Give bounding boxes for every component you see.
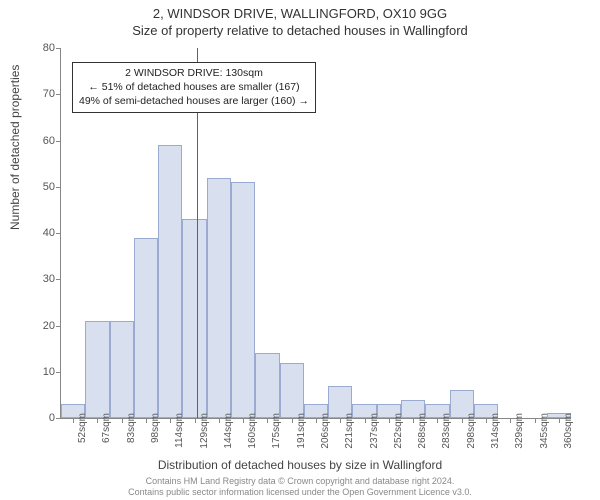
x-tick-mark xyxy=(267,418,268,423)
chart-title-block: 2, WINDSOR DRIVE, WALLINGFORD, OX10 9GG … xyxy=(0,0,600,38)
y-tick-mark xyxy=(56,187,61,188)
x-tick-label: 114sqm xyxy=(174,413,185,448)
x-tick-mark xyxy=(243,418,244,423)
x-tick-mark xyxy=(535,418,536,423)
x-tick-mark xyxy=(73,418,74,423)
x-tick-mark xyxy=(170,418,171,423)
histogram-bar xyxy=(231,182,255,418)
x-tick-mark xyxy=(462,418,463,423)
histogram-bar xyxy=(158,145,182,418)
x-tick-mark xyxy=(146,418,147,423)
x-tick-label: 360sqm xyxy=(563,413,574,449)
y-tick-label: 30 xyxy=(27,273,55,285)
footer-line1: Contains HM Land Registry data © Crown c… xyxy=(0,476,600,487)
histogram-bar xyxy=(85,321,109,418)
y-tick-mark xyxy=(56,279,61,280)
y-tick-mark xyxy=(56,233,61,234)
x-tick-label: 252sqm xyxy=(393,413,404,449)
title-line1: 2, WINDSOR DRIVE, WALLINGFORD, OX10 9GG xyxy=(0,6,600,21)
y-tick-mark xyxy=(56,94,61,95)
y-tick-mark xyxy=(56,141,61,142)
x-tick-mark xyxy=(365,418,366,423)
histogram-bar xyxy=(255,353,279,418)
x-tick-mark xyxy=(486,418,487,423)
annotation-line1: 2 WINDSOR DRIVE: 130sqm xyxy=(79,66,309,80)
title-line2: Size of property relative to detached ho… xyxy=(0,23,600,38)
x-tick-label: 221sqm xyxy=(344,413,355,449)
y-axis-label: Number of detached properties xyxy=(8,65,22,230)
x-tick-mark xyxy=(413,418,414,423)
footer-line2: Contains public sector information licen… xyxy=(0,487,600,498)
y-tick-label: 50 xyxy=(27,181,55,193)
x-tick-label: 268sqm xyxy=(417,413,428,449)
x-tick-label: 175sqm xyxy=(271,413,282,449)
annotation-line3: 49% of semi-detached houses are larger (… xyxy=(79,94,309,108)
y-tick-mark xyxy=(56,418,61,419)
x-tick-label: 298sqm xyxy=(466,413,477,449)
y-tick-label: 20 xyxy=(27,320,55,332)
histogram-bar xyxy=(280,363,304,419)
y-tick-mark xyxy=(56,372,61,373)
histogram-bar xyxy=(182,219,206,418)
x-tick-label: 314sqm xyxy=(490,413,501,449)
x-tick-mark xyxy=(437,418,438,423)
y-tick-mark xyxy=(56,326,61,327)
x-tick-label: 329sqm xyxy=(514,413,525,449)
y-tick-label: 70 xyxy=(27,88,55,100)
x-tick-mark xyxy=(195,418,196,423)
x-tick-mark xyxy=(122,418,123,423)
x-tick-label: 191sqm xyxy=(296,413,307,449)
y-tick-label: 10 xyxy=(27,366,55,378)
annotation-box: 2 WINDSOR DRIVE: 130sqm ← 51% of detache… xyxy=(72,62,316,113)
histogram-bar xyxy=(207,178,231,419)
x-tick-mark xyxy=(340,418,341,423)
x-tick-mark xyxy=(292,418,293,423)
annotation-line2: ← 51% of detached houses are smaller (16… xyxy=(79,80,309,94)
y-tick-mark xyxy=(56,48,61,49)
x-tick-mark xyxy=(510,418,511,423)
x-axis-label: Distribution of detached houses by size … xyxy=(0,458,600,472)
x-tick-label: 160sqm xyxy=(247,413,258,449)
histogram-bar xyxy=(134,238,158,418)
y-tick-label: 60 xyxy=(27,135,55,147)
histogram-bar xyxy=(110,321,134,418)
x-tick-label: 144sqm xyxy=(223,413,234,449)
chart-area: 0102030405060708052sqm67sqm83sqm98sqm114… xyxy=(60,48,570,418)
x-tick-label: 206sqm xyxy=(320,413,331,449)
x-tick-mark xyxy=(316,418,317,423)
x-tick-label: 237sqm xyxy=(369,413,380,449)
x-tick-mark xyxy=(559,418,560,423)
x-tick-label: 283sqm xyxy=(441,413,452,449)
x-tick-mark xyxy=(389,418,390,423)
x-tick-mark xyxy=(219,418,220,423)
footer-attribution: Contains HM Land Registry data © Crown c… xyxy=(0,476,600,499)
y-tick-label: 0 xyxy=(27,412,55,424)
x-tick-mark xyxy=(97,418,98,423)
y-tick-label: 40 xyxy=(27,227,55,239)
y-tick-label: 80 xyxy=(27,42,55,54)
x-tick-label: 345sqm xyxy=(539,413,550,449)
x-tick-label: 129sqm xyxy=(199,413,210,449)
